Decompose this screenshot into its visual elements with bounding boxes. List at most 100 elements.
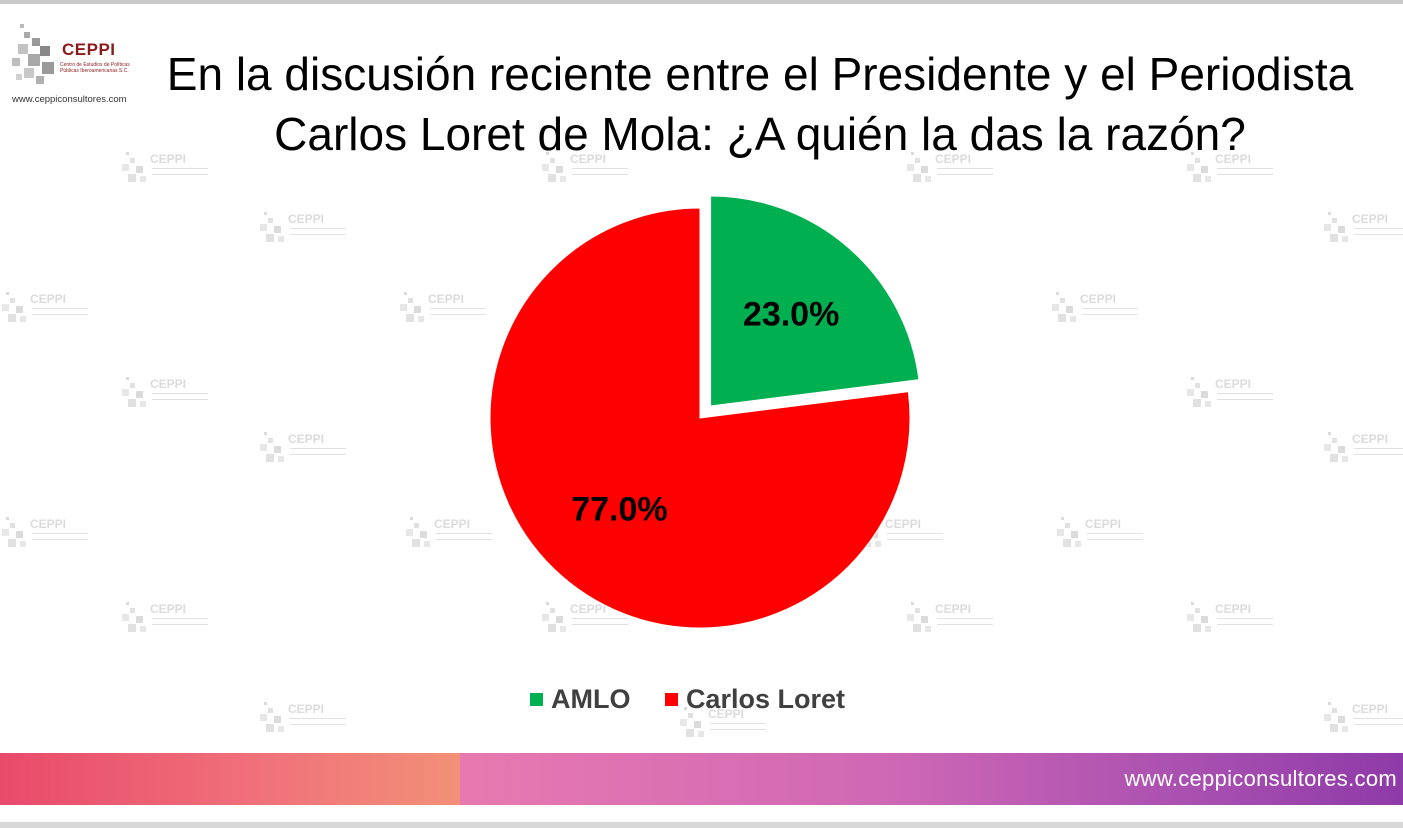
watermark-line <box>887 539 943 540</box>
watermark-line <box>430 314 486 315</box>
watermark: CEPPI <box>120 600 215 640</box>
watermark-line <box>1354 724 1403 725</box>
watermark-line <box>887 533 943 534</box>
watermark-line <box>1087 539 1143 540</box>
watermark-line <box>32 533 88 534</box>
watermark: CEPPI <box>258 210 353 250</box>
watermark-text: CEPPI <box>288 212 325 226</box>
watermark: CEPPI <box>540 150 635 190</box>
watermark: CEPPI <box>1185 600 1280 640</box>
watermark: CEPPI <box>404 515 499 555</box>
footer-band-left <box>0 753 460 805</box>
watermark-text: CEPPI <box>428 292 465 306</box>
footer-band-right: www.ceppiconsultores.com <box>460 753 1403 805</box>
footer-url: www.ceppiconsultores.com <box>1124 766 1397 791</box>
watermark: CEPPI <box>1055 515 1150 555</box>
watermark-line <box>32 314 88 315</box>
watermark-line <box>1217 393 1273 394</box>
watermark: CEPPI <box>905 600 1000 640</box>
watermark: CEPPI <box>398 290 493 330</box>
logo-subtitle-1: Centro de Estudios de Políticas <box>60 62 130 68</box>
watermark-line <box>152 393 208 394</box>
watermark: CEPPI <box>0 290 95 330</box>
watermark-text: CEPPI <box>570 152 607 166</box>
watermark: CEPPI <box>1185 375 1280 415</box>
watermark-line <box>436 539 492 540</box>
watermark: CEPPI <box>120 375 215 415</box>
legend-label-amlo: AMLO <box>551 684 631 714</box>
watermark-text: CEPPI <box>30 517 67 531</box>
watermark-line <box>1354 234 1403 235</box>
watermark-line <box>152 624 208 625</box>
watermark-line <box>1217 624 1273 625</box>
watermark-line <box>1217 618 1273 619</box>
watermark-text: CEPPI <box>150 377 187 391</box>
watermark-line <box>1217 399 1273 400</box>
watermark: CEPPI <box>1050 290 1145 330</box>
legend-label-carlos-loret: Carlos Loret <box>685 684 845 714</box>
pie-slice-carlos-loret <box>489 207 911 629</box>
watermark-text: CEPPI <box>1352 702 1389 716</box>
data-label-amlo: 23.0% <box>743 296 839 334</box>
watermark-text: CEPPI <box>1215 602 1252 616</box>
watermark-text: CEPPI <box>1215 152 1252 166</box>
watermark-line <box>1217 174 1273 175</box>
watermark-line <box>152 174 208 175</box>
watermark-line <box>1354 448 1403 449</box>
legend-item-amlo: AMLO <box>530 684 630 715</box>
watermark: CEPPI <box>258 700 353 740</box>
watermark-line <box>710 729 766 730</box>
watermark-line <box>32 308 88 309</box>
watermark-line <box>290 718 346 719</box>
watermark-line <box>572 618 628 619</box>
watermark: CEPPI <box>678 705 773 745</box>
watermark-line <box>937 168 993 169</box>
watermark-line <box>1082 314 1138 315</box>
legend-swatch-amlo <box>530 693 543 706</box>
ceppi-logo: CEPPI Centro de Estudios de Políticas Pú… <box>10 22 145 110</box>
watermark-line <box>430 308 486 309</box>
legend-item-carlos-loret: Carlos Loret <box>664 684 845 715</box>
watermark-text: CEPPI <box>150 602 187 616</box>
watermark-text: CEPPI <box>288 702 325 716</box>
watermark-text: CEPPI <box>570 602 607 616</box>
watermark-text: CEPPI <box>708 707 745 721</box>
watermark-line <box>710 723 766 724</box>
watermark-line <box>290 234 346 235</box>
top-border <box>0 0 1403 4</box>
watermark-line <box>290 724 346 725</box>
watermark-line <box>32 539 88 540</box>
watermark-line <box>937 624 993 625</box>
watermark-line <box>937 174 993 175</box>
watermark-line <box>1217 168 1273 169</box>
footer-band: www.ceppiconsultores.com <box>0 753 1403 805</box>
legend-swatch-carlos-loret <box>664 693 678 706</box>
logo-url: www.ceppiconsultores.com <box>12 94 127 105</box>
watermark-line <box>290 454 346 455</box>
bottom-border <box>0 822 1403 828</box>
watermark: CEPPI <box>1322 210 1403 250</box>
watermark-line <box>152 399 208 400</box>
chart-legend: AMLO Carlos Loret <box>530 684 875 716</box>
watermark: CEPPI <box>258 430 353 470</box>
watermark-text: CEPPI <box>434 517 471 531</box>
logo-subtitle-2: Públicas Iberoamericanas S.C. <box>60 68 129 74</box>
watermark-text: CEPPI <box>1352 212 1389 226</box>
chart-title: En la discusión reciente entre el Presid… <box>166 48 1354 160</box>
watermark-line <box>152 618 208 619</box>
watermark: CEPPI <box>905 150 1000 190</box>
watermark: CEPPI <box>1322 700 1403 740</box>
watermark-line <box>1087 533 1143 534</box>
watermark-text: CEPPI <box>1215 377 1252 391</box>
watermark-line <box>572 168 628 169</box>
watermark-text: CEPPI <box>935 602 972 616</box>
watermark: CEPPI <box>0 515 95 555</box>
watermark-line <box>572 624 628 625</box>
watermark-line <box>572 174 628 175</box>
watermark: CEPPI <box>1185 150 1280 190</box>
data-label-carlos-loret: 77.0% <box>571 490 667 528</box>
logo-name: CEPPI <box>62 40 116 59</box>
watermark-text: CEPPI <box>1352 432 1389 446</box>
watermark-line <box>290 448 346 449</box>
